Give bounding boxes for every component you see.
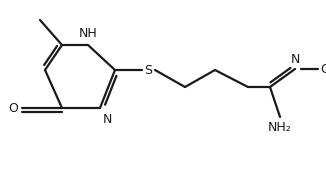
Text: S: S: [144, 64, 152, 76]
Text: NH₂: NH₂: [268, 121, 292, 134]
Text: N: N: [103, 113, 112, 126]
Text: NH: NH: [79, 27, 97, 40]
Text: OH: OH: [320, 62, 326, 76]
Text: O: O: [8, 102, 18, 114]
Text: N: N: [290, 53, 300, 66]
